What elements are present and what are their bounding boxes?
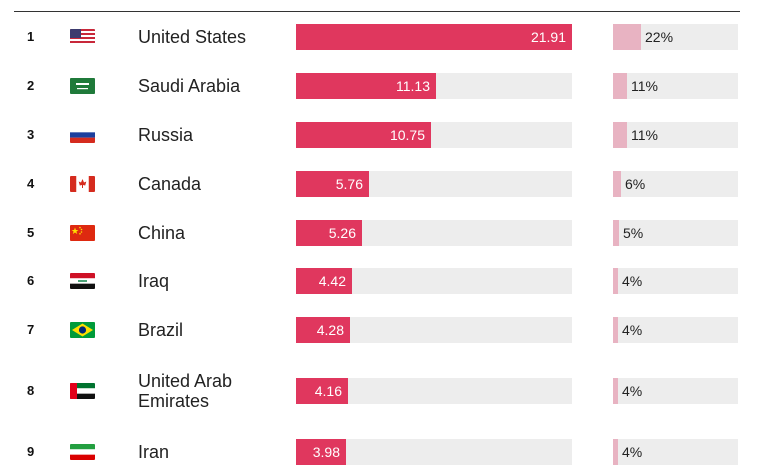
value-label: 21.91 bbox=[530, 29, 566, 45]
value-bar bbox=[296, 122, 431, 148]
value-bar bbox=[296, 24, 572, 50]
share-label: 4% bbox=[622, 383, 643, 399]
value-bar-track: 3.98 bbox=[296, 439, 572, 465]
rank-label: 4 bbox=[27, 176, 35, 191]
share-bar-track: 6% bbox=[613, 171, 738, 197]
share-label: 5% bbox=[623, 225, 644, 241]
us-flag-icon bbox=[70, 29, 95, 45]
country-name-line: United Arab bbox=[138, 371, 233, 391]
value-label: 4.42 bbox=[318, 273, 346, 289]
share-bar bbox=[613, 171, 621, 197]
saudi-arabia-flag-icon bbox=[70, 78, 95, 94]
value-bar-track: 4.28 bbox=[296, 317, 572, 343]
share-label: 4% bbox=[622, 273, 643, 289]
country-name: Canada bbox=[138, 174, 201, 194]
share-bar-track: 11% bbox=[613, 122, 738, 148]
country-name: United Arab Emirates bbox=[138, 371, 232, 411]
china-flag-icon bbox=[70, 225, 95, 241]
country-name-line: China bbox=[138, 223, 186, 243]
country-name-line: Iraq bbox=[138, 271, 170, 291]
rank-label: 9 bbox=[27, 444, 35, 459]
country-name: Iraq bbox=[138, 271, 169, 291]
share-bar-track: 4% bbox=[613, 268, 738, 294]
share-bar bbox=[613, 220, 619, 246]
iraq-flag-icon bbox=[70, 273, 95, 289]
share-bar bbox=[613, 73, 627, 99]
share-bar-track: 4% bbox=[613, 378, 738, 404]
value-bar bbox=[296, 73, 436, 99]
country-name-line: Iran bbox=[138, 442, 170, 462]
country-name: Brazil bbox=[138, 320, 183, 340]
value-label: 5.76 bbox=[335, 176, 363, 192]
value-bar bbox=[296, 317, 350, 343]
value-bar-track: 5.76 bbox=[296, 171, 572, 197]
value-bar bbox=[296, 171, 369, 197]
rank-label: 7 bbox=[27, 322, 35, 337]
value-bar-track: 4.42 bbox=[296, 268, 572, 294]
share-bar-track: 4% bbox=[613, 317, 738, 343]
value-bar-track: 11.13 bbox=[296, 73, 572, 99]
share-bar-track: 4% bbox=[613, 439, 738, 465]
share-label: 4% bbox=[622, 322, 643, 338]
share-bar-track: 11% bbox=[613, 73, 738, 99]
uae-flag-icon bbox=[70, 383, 95, 399]
value-label: 11.13 bbox=[396, 78, 430, 94]
share-bar-track: 22% bbox=[613, 24, 738, 50]
share-bar bbox=[613, 122, 627, 148]
share-bar bbox=[613, 378, 618, 404]
share-label: 11% bbox=[631, 127, 658, 143]
share-bar bbox=[613, 24, 641, 50]
share-bar bbox=[613, 268, 618, 294]
country-name: Russia bbox=[138, 125, 193, 145]
value-bar bbox=[296, 378, 348, 404]
russia-flag-icon bbox=[70, 127, 95, 143]
value-bar bbox=[296, 220, 362, 246]
country-name-line: Emirates bbox=[138, 391, 210, 411]
rank-label: 2 bbox=[27, 78, 35, 93]
share-bar bbox=[613, 439, 618, 465]
rank-label: 1 bbox=[27, 29, 35, 44]
country-name: Saudi Arabia bbox=[138, 76, 240, 96]
value-bar-track: 4.16 bbox=[296, 378, 572, 404]
brazil-flag-icon bbox=[70, 322, 95, 338]
share-bar-track: 5% bbox=[613, 220, 738, 246]
share-label: 11% bbox=[631, 78, 658, 94]
canada-flag-icon bbox=[70, 176, 95, 192]
value-bar-track: 21.91 bbox=[296, 24, 572, 50]
value-label: 4.16 bbox=[314, 383, 342, 399]
country-name: Iran bbox=[138, 442, 169, 462]
country-name-line: Russia bbox=[138, 125, 194, 145]
country-name-line: Brazil bbox=[138, 320, 184, 340]
value-bar bbox=[296, 268, 352, 294]
value-label: 10.75 bbox=[389, 127, 425, 143]
rank-label: 3 bbox=[27, 127, 35, 142]
value-bar-track: 5.26 bbox=[296, 220, 572, 246]
country-name: United States bbox=[138, 27, 246, 47]
country-name-line: United States bbox=[138, 27, 247, 47]
country-name: China bbox=[138, 223, 185, 243]
value-label: 4.28 bbox=[316, 322, 344, 338]
value-bar-track: 10.75 bbox=[296, 122, 572, 148]
country-name-line: Saudi Arabia bbox=[138, 76, 241, 96]
share-label: 22% bbox=[645, 29, 674, 45]
share-bar bbox=[613, 317, 618, 343]
value-label: 5.26 bbox=[328, 225, 356, 241]
country-name-line: Canada bbox=[138, 174, 202, 194]
rank-label: 8 bbox=[27, 383, 35, 398]
value-label: 3.98 bbox=[312, 444, 340, 460]
rank-label: 6 bbox=[27, 273, 35, 288]
share-label: 4% bbox=[622, 444, 643, 460]
top-rule bbox=[14, 11, 740, 12]
share-label: 6% bbox=[625, 176, 646, 192]
iran-flag-icon bbox=[70, 444, 95, 460]
rank-label: 5 bbox=[27, 225, 35, 240]
